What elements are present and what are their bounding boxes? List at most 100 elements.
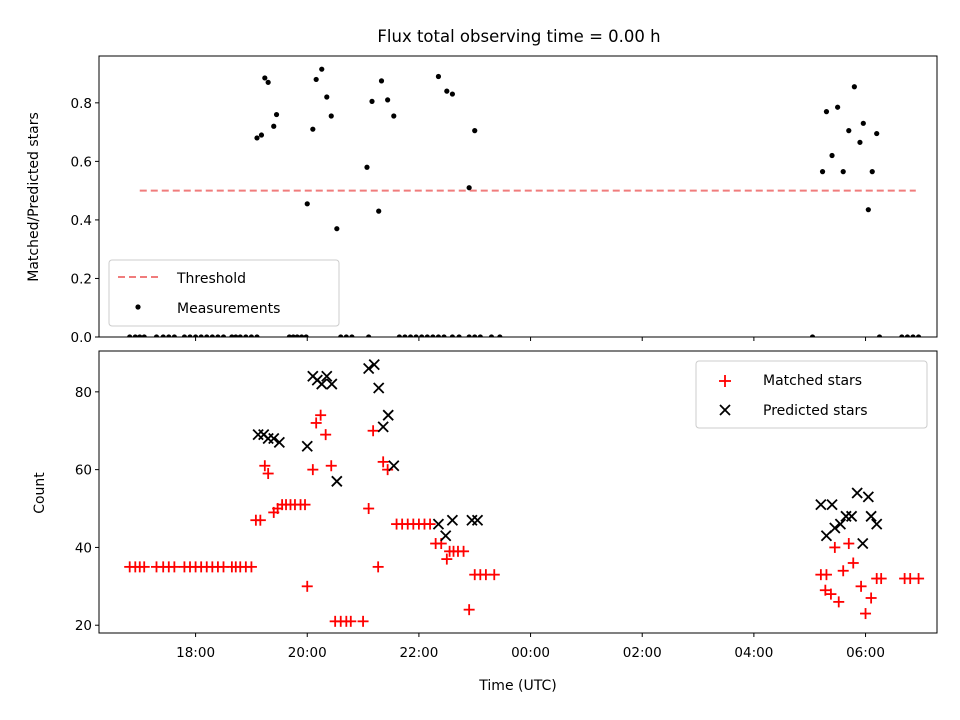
count-ytick-label: 60	[75, 463, 92, 479]
measurement-point	[899, 334, 905, 337]
measurement-point	[413, 334, 419, 337]
measurement-point	[220, 334, 227, 337]
matched-point	[820, 569, 832, 581]
matched-point	[424, 518, 436, 530]
ratio-ytick-label: 0.0	[71, 330, 92, 346]
measurement-point	[299, 334, 305, 337]
measurement-point	[338, 334, 344, 337]
predicted-point	[321, 370, 333, 382]
matched-point	[819, 584, 831, 596]
measurement-point	[364, 164, 370, 170]
measurement-point	[456, 334, 462, 337]
matched-legend-label: Matched stars	[763, 373, 862, 389]
measurement-point	[444, 88, 450, 94]
predicted-point	[326, 378, 338, 390]
matched-point	[320, 429, 332, 441]
predicted-point	[851, 487, 863, 499]
measurement-point	[869, 169, 875, 175]
matched-point	[357, 615, 369, 627]
measurement-point	[435, 334, 442, 337]
measurement-point	[449, 91, 456, 97]
measurement-point	[132, 334, 138, 337]
ratio-ytick-label: 0.2	[71, 271, 92, 287]
measurement-point	[910, 334, 916, 337]
ratio-ytick-label: 0.8	[71, 96, 92, 112]
measurement-point	[385, 97, 391, 103]
measurement-point	[286, 334, 292, 337]
measurement-point	[166, 334, 172, 337]
matched-point	[488, 569, 500, 581]
predicted-point	[316, 378, 328, 390]
measurement-point	[187, 334, 193, 337]
measurement-point	[441, 334, 447, 337]
matched-point	[441, 553, 453, 565]
measurement-point	[424, 334, 430, 337]
measurement-point	[497, 334, 503, 337]
measurement-point	[303, 334, 309, 337]
predicted-point	[862, 491, 874, 503]
measurement-point	[181, 334, 188, 337]
predicted-point	[363, 362, 375, 375]
measurement-point	[419, 334, 425, 337]
matched-point	[262, 468, 274, 480]
ratio-legend: Threshold Measurements	[108, 259, 340, 327]
measurement-point	[376, 208, 382, 214]
measurement-point	[391, 113, 397, 119]
count-ytick-label: 20	[75, 618, 92, 634]
measurement-point	[857, 139, 863, 145]
predicted-point	[273, 436, 285, 449]
predicted-legend-label: Predicted stars	[763, 403, 868, 419]
matched-point	[875, 573, 887, 585]
matched-legend-swatch	[719, 375, 731, 387]
matched-point	[833, 596, 845, 608]
measurement-point	[294, 334, 300, 337]
matched-point	[168, 561, 180, 573]
matched-point	[307, 464, 319, 476]
measurement-point	[237, 334, 243, 337]
predicted-point	[388, 460, 400, 472]
count-xtick-label: 06:00	[846, 645, 885, 661]
predicted-point	[829, 522, 841, 534]
measurement-point	[402, 334, 408, 337]
measurement-point	[449, 334, 455, 337]
matched-point	[315, 409, 327, 421]
measurement-point	[192, 334, 199, 337]
predicted-point	[373, 382, 385, 394]
count-xtick-label: 02:00	[623, 645, 662, 661]
measurement-point	[819, 169, 826, 175]
matched-point	[310, 417, 322, 429]
predicted-point	[815, 499, 827, 511]
measurement-point	[915, 334, 922, 337]
measurement-point	[349, 334, 355, 337]
predicted-point	[368, 358, 380, 371]
measurement-point	[198, 334, 204, 337]
ratio-ytick-label: 0.6	[71, 154, 92, 170]
count-legend-box	[695, 360, 928, 429]
measurement-point	[304, 201, 310, 207]
measurement-point	[127, 334, 133, 337]
predicted-point	[871, 518, 883, 530]
ratio-ylabel: Matched/Predicted stars	[26, 112, 42, 282]
measurement-point	[472, 334, 478, 337]
measurement-point	[904, 334, 911, 337]
count-axes-frame	[98, 350, 938, 634]
ratio-legend-box	[108, 259, 340, 327]
measurement-point	[396, 334, 402, 337]
measurement-point	[472, 128, 478, 134]
measurement-point	[254, 135, 260, 141]
measurement-point	[860, 120, 866, 126]
measurement-point	[160, 334, 166, 337]
predicted-point	[301, 440, 313, 452]
measurement-point	[334, 226, 340, 232]
measurement-point	[378, 78, 385, 84]
matched-point	[363, 503, 375, 515]
measurement-point	[153, 334, 160, 337]
count-ytick-label: 40	[75, 540, 92, 556]
measurement-point	[248, 334, 255, 337]
matched-point	[382, 464, 394, 476]
count-ytick-label: 80	[75, 385, 92, 401]
measurement-point	[874, 130, 880, 137]
predicted-point	[845, 510, 858, 522]
